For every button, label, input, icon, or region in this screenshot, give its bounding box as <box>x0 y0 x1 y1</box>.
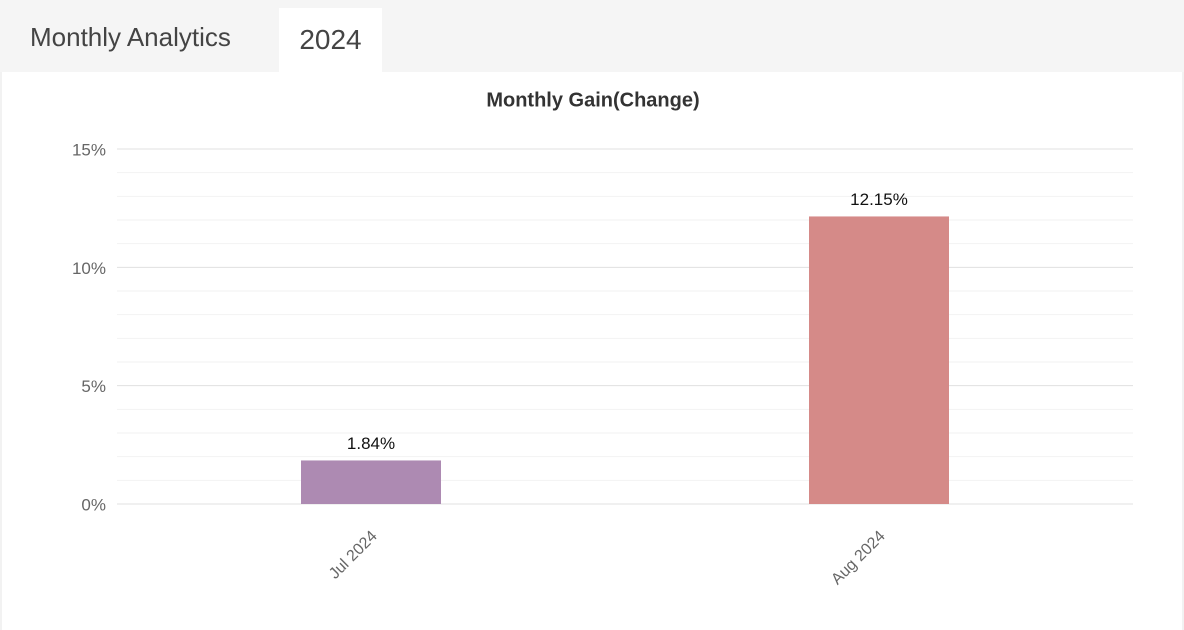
header: Monthly Analytics 2024 <box>0 0 1184 72</box>
x-tick-label: Jul 2024 <box>326 528 381 583</box>
y-tick-label: 0% <box>81 495 106 514</box>
chart-title: Monthly Gain(Change) <box>486 89 699 111</box>
bar <box>809 216 949 504</box>
value-label: 12.15% <box>850 190 908 209</box>
value-label: 1.84% <box>347 434 395 453</box>
chart: Monthly Gain(Change) 0% 5% 10% 15% Jul 2024 1… <box>0 72 1184 630</box>
y-tick-label: 10% <box>72 259 106 278</box>
y-tick-label: 5% <box>81 377 106 396</box>
bar <box>301 460 441 504</box>
year-tab[interactable]: 2024 <box>279 8 382 72</box>
y-tick-label: 15% <box>72 140 106 159</box>
header-title: Monthly Analytics <box>30 22 231 52</box>
x-tick-label: Aug 2024 <box>828 528 889 589</box>
